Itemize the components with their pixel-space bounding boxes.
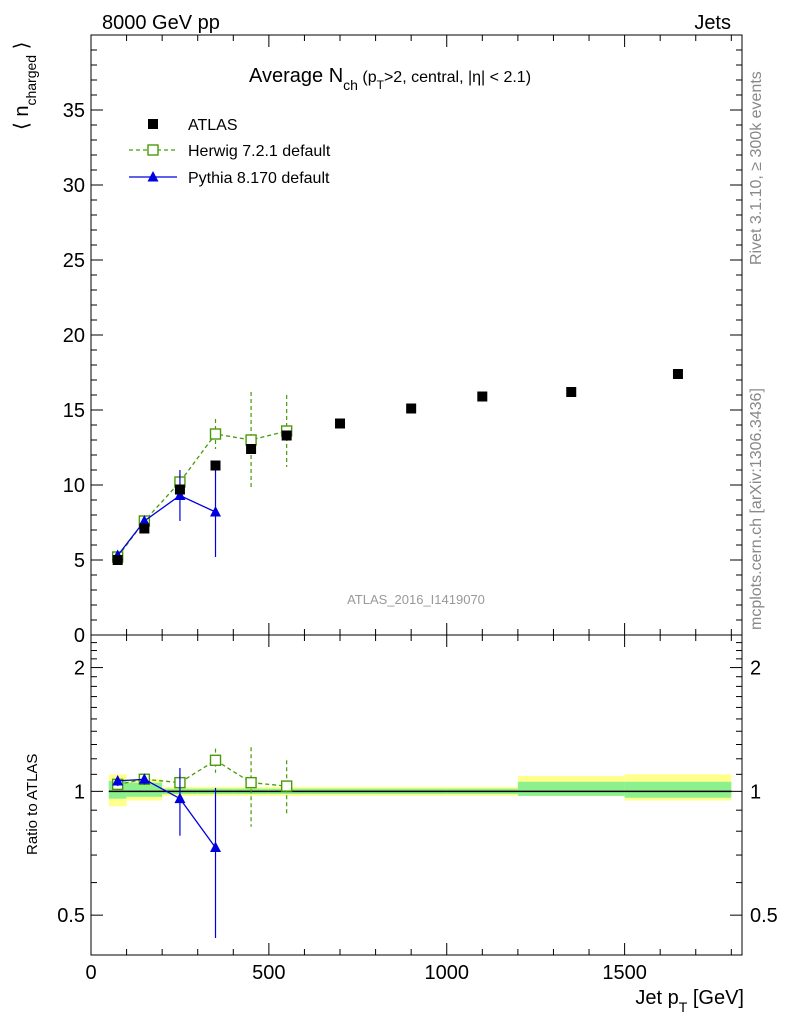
ratio-y-tick-label-right: 1 bbox=[750, 781, 761, 803]
y-tick-label: 35 bbox=[63, 100, 85, 122]
atlas-uncertainty-inner bbox=[126, 782, 163, 797]
chart-title: Average Nch (pT>2, central, |η| < 2.1) bbox=[249, 65, 531, 93]
data-point bbox=[138, 773, 150, 784]
data-point bbox=[138, 515, 150, 526]
data-point bbox=[139, 523, 150, 534]
series-atlas bbox=[112, 369, 683, 565]
x-tick-label: 500 bbox=[252, 962, 285, 984]
header-jets-label: Jets bbox=[694, 12, 731, 34]
data-point bbox=[112, 774, 124, 786]
y-tick-label: 0 bbox=[74, 625, 85, 647]
data-point bbox=[406, 403, 417, 414]
series-line-herwig bbox=[117, 430, 287, 558]
data-point bbox=[210, 841, 222, 853]
ratio-panel: 0.5 0.5 1 1 2 2 0 500 1000 1500 bbox=[57, 634, 778, 984]
x-tick-label: 1500 bbox=[602, 962, 647, 984]
rivet-label: Rivet 3.1.10, ≥ 300k events bbox=[748, 71, 765, 265]
series-line-pythia-ratio bbox=[117, 778, 217, 848]
y-tick-label: 30 bbox=[63, 175, 85, 197]
mcplots-label: mcplots.cern.ch [arXiv:1306.3436] bbox=[748, 388, 765, 630]
y-tick-label: 5 bbox=[74, 550, 85, 572]
y-tick-label: 25 bbox=[63, 250, 85, 272]
atlas-uncertainty-inner bbox=[624, 781, 732, 798]
legend-marker bbox=[147, 144, 159, 156]
series-pythia-ratio bbox=[112, 767, 222, 938]
data-point bbox=[210, 460, 221, 471]
ratio-y-axis-label: Ratio to ATLAS bbox=[24, 754, 41, 855]
legend-marker bbox=[148, 119, 158, 129]
ratio-y-tick-label-left: 1 bbox=[74, 781, 85, 803]
series-line-pythia bbox=[117, 494, 216, 556]
analysis-watermark: ATLAS_2016_I1419070 bbox=[347, 592, 485, 607]
header-energy-label: 8000 GeV pp bbox=[102, 12, 220, 34]
data-point bbox=[672, 369, 683, 379]
main-panel: 0 5 10 15 20 25 30 35 bbox=[63, 34, 743, 647]
data-point bbox=[281, 430, 292, 441]
data-point bbox=[174, 484, 185, 495]
x-tick-label: 0 bbox=[85, 962, 96, 984]
y-tick-label: 10 bbox=[63, 475, 85, 497]
series-herwig bbox=[111, 392, 293, 563]
data-point bbox=[280, 780, 293, 792]
ratio-y-tick-label-left: 0.5 bbox=[57, 905, 85, 927]
series-pythia bbox=[112, 467, 222, 560]
x-axis-label: Jet pT [GeV] bbox=[635, 987, 744, 1015]
legend-item-herwig: Herwig 7.2.1 default bbox=[129, 143, 331, 160]
data-point bbox=[174, 489, 186, 500]
main-y-axis-label: ⟨ ncharged ⟩ bbox=[11, 42, 39, 130]
legend-item-pythia: Pythia 8.170 default bbox=[129, 170, 330, 187]
data-point bbox=[112, 555, 123, 565]
legend-item-atlas: ATLAS bbox=[148, 117, 238, 134]
ratio-y-tick-label-left: 2 bbox=[74, 658, 85, 680]
data-point bbox=[174, 792, 186, 804]
data-point bbox=[335, 418, 346, 429]
atlas-uncertainty-inner bbox=[517, 781, 625, 796]
data-point bbox=[566, 387, 577, 397]
data-point bbox=[246, 444, 257, 454]
x-tick-label: 1000 bbox=[424, 962, 469, 984]
data-point bbox=[210, 506, 222, 517]
legend: ATLAS Herwig 7.2.1 default Pythia 8.170 de… bbox=[129, 117, 331, 187]
legend-label: Herwig 7.2.1 default bbox=[188, 143, 331, 160]
y-tick-label: 20 bbox=[63, 325, 85, 347]
legend-marker bbox=[147, 171, 159, 182]
y-tick-label: 15 bbox=[63, 400, 85, 422]
data-point bbox=[245, 434, 257, 446]
data-point bbox=[209, 754, 222, 766]
ratio-y-tick-label-right: 0.5 bbox=[750, 905, 778, 927]
legend-label: ATLAS bbox=[188, 117, 238, 134]
data-point bbox=[209, 428, 222, 440]
data-point bbox=[477, 391, 488, 402]
ratio-panel-frame bbox=[90, 634, 743, 956]
ratio-y-tick-label-right: 2 bbox=[750, 658, 761, 680]
legend-label: Pythia 8.170 default bbox=[188, 170, 330, 187]
data-point bbox=[245, 776, 257, 789]
